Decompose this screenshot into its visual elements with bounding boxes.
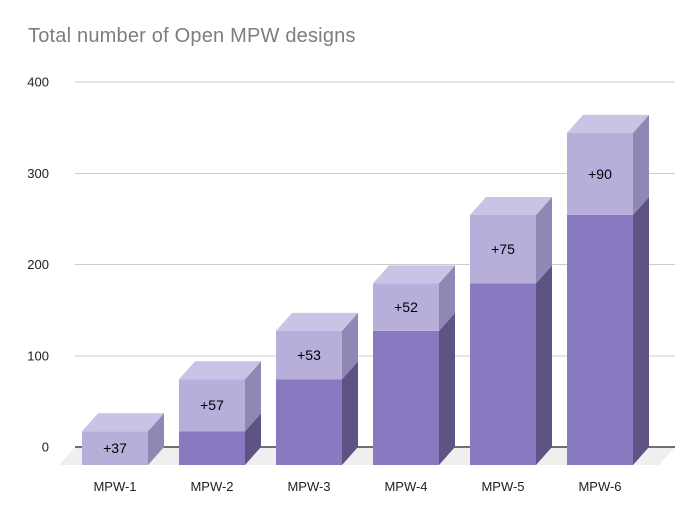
bar-segment-new-side	[245, 361, 261, 432]
bar-value-label: +90	[588, 166, 612, 182]
bar-value-label: +37	[103, 440, 127, 456]
bar-segment-previous-front	[179, 431, 245, 465]
bar-segment-new-front	[82, 431, 148, 465]
bar-top-face	[82, 413, 164, 432]
bar-segment-previous-side	[245, 413, 261, 465]
bar-value-label: +53	[297, 347, 321, 363]
chart-title: Total number of Open MPW designs	[28, 25, 356, 47]
y-tick-label-200: 200	[27, 257, 49, 272]
bar-mpw-5[interactable]: +75	[470, 196, 552, 465]
bar-mpw-6[interactable]: +90	[567, 114, 649, 465]
bar-segment-new-side	[148, 413, 164, 465]
bar-segment-new-side	[633, 114, 649, 215]
bar-value-label: +75	[491, 241, 515, 257]
bar-segment-previous-side	[439, 312, 455, 465]
category-label-mpw-2: MPW-2	[190, 479, 233, 494]
y-tick-label-300: 300	[27, 166, 49, 181]
bar-segment-new-side	[439, 265, 455, 331]
bar-top-face	[179, 361, 261, 380]
bar-mpw-3[interactable]: +53	[276, 312, 358, 465]
bar-top-face	[276, 312, 358, 331]
bar-mpw-1[interactable]: +37	[82, 413, 164, 465]
bar-mpw-2[interactable]: +57	[179, 361, 261, 465]
category-label-mpw-5: MPW-5	[481, 479, 524, 494]
bar-segment-new-front	[179, 379, 245, 432]
bar-segment-previous-front	[567, 214, 633, 465]
bar-segment-new-side	[342, 312, 358, 380]
category-label-mpw-4: MPW-4	[384, 479, 427, 494]
category-label-mpw-3: MPW-3	[287, 479, 330, 494]
bar-segment-previous-front	[276, 379, 342, 465]
bar-top-face	[567, 114, 649, 133]
bar-top-face	[373, 265, 455, 284]
bar-segment-new-side	[536, 196, 552, 284]
category-label-mpw-6: MPW-6	[578, 479, 621, 494]
bar-value-label: +57	[200, 397, 224, 413]
bar-segment-new-front	[567, 132, 633, 215]
y-tick-label-0: 0	[42, 440, 49, 455]
bar-segment-previous-side	[342, 361, 358, 465]
bar-mpw-4[interactable]: +52	[373, 265, 455, 465]
bar-segment-previous-front	[373, 330, 439, 465]
bar-value-label: +52	[394, 299, 418, 315]
y-tick-label-100: 100	[27, 348, 49, 363]
bar-segment-new-front	[470, 214, 536, 284]
bar-segment-new-front	[276, 330, 342, 380]
bar-segment-previous-front	[470, 283, 536, 465]
bar-segment-new-front	[373, 283, 439, 331]
bar-segment-previous-side	[633, 196, 649, 465]
y-tick-label-400: 400	[27, 75, 49, 90]
bar-top-face	[470, 196, 552, 215]
bar-segment-previous-side	[536, 265, 552, 465]
category-label-mpw-1: MPW-1	[93, 479, 136, 494]
